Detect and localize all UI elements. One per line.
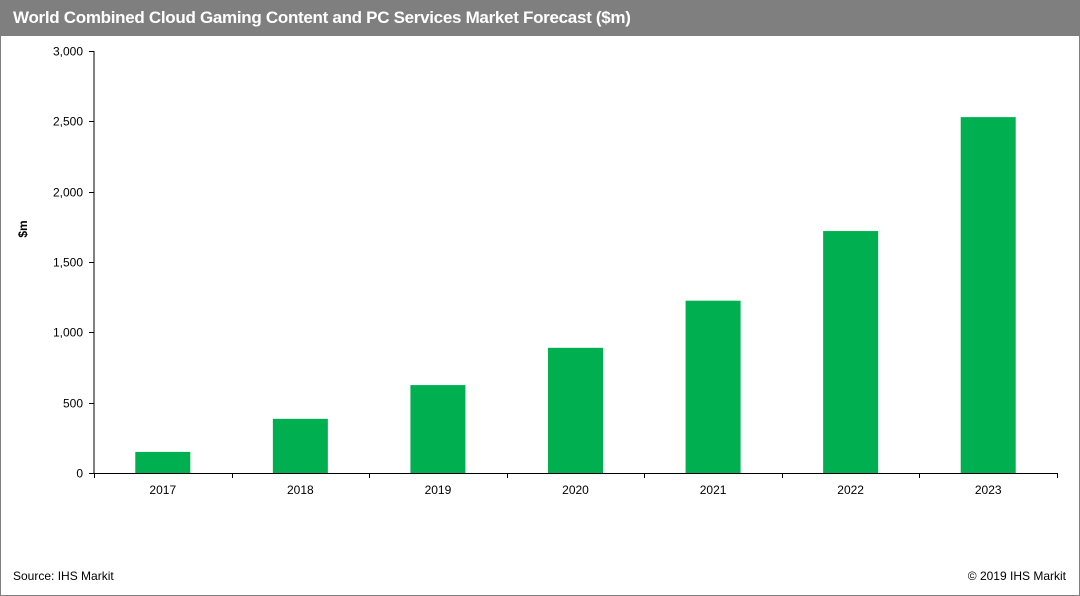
bar-2018 — [272, 418, 328, 473]
y-tick-label: 500 — [63, 397, 83, 411]
y-tick-label: 3,000 — [53, 45, 83, 59]
bar-2020 — [548, 347, 603, 473]
bar-2022 — [823, 231, 879, 473]
x-axis: 2017 2018 2019 2020 2021 2022 2023 — [94, 473, 1058, 497]
y-tick-label: 1,500 — [53, 256, 83, 270]
y-tick-label: 0 — [76, 467, 83, 481]
y-axis: 0 500 1,000 1,500 2,000 2,500 3,000 — [53, 45, 95, 481]
bars — [135, 117, 1016, 473]
x-tick-label: 2023 — [975, 483, 1002, 497]
bar-2023 — [960, 117, 1016, 473]
x-tick-label: 2018 — [287, 483, 314, 497]
bar-2019 — [410, 385, 466, 473]
title-bar: World Combined Cloud Gaming Content and … — [1, 1, 1079, 36]
chart-title: World Combined Cloud Gaming Content and … — [13, 8, 631, 27]
x-tick-label: 2021 — [700, 483, 727, 497]
y-axis-label: $m — [16, 220, 30, 237]
x-tick-label: 2019 — [425, 483, 452, 497]
y-tick-label: 2,000 — [53, 186, 83, 200]
bar-2021 — [685, 300, 741, 473]
y-tick-label: 2,500 — [53, 115, 83, 129]
x-tick-label: 2017 — [149, 483, 176, 497]
source-note: Source: IHS Markit — [13, 569, 114, 583]
x-tick-label: 2020 — [562, 483, 589, 497]
bar-2017 — [135, 451, 191, 473]
x-tick-label: 2022 — [837, 483, 864, 497]
copyright-note: © 2019 IHS Markit — [967, 569, 1066, 583]
y-tick-label: 1,000 — [53, 326, 83, 340]
